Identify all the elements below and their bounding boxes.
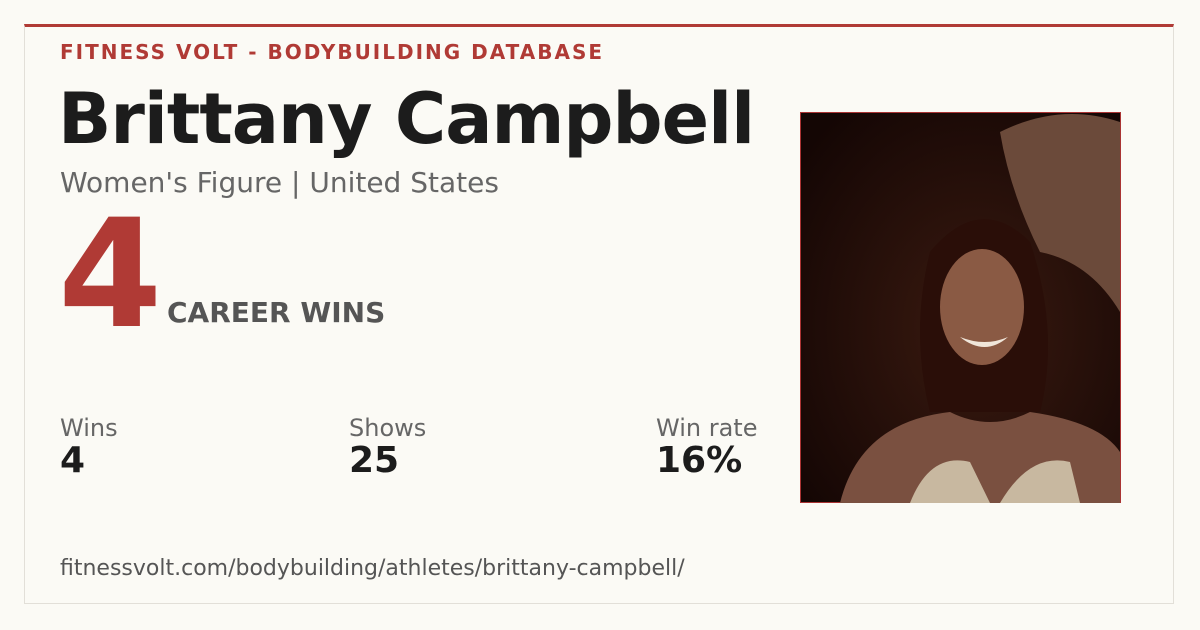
athlete-photo [800, 112, 1121, 503]
stat-label: Wins [60, 414, 118, 442]
photo-shape [910, 460, 1080, 503]
athlete-subtitle: Women's Figure | United States [60, 166, 499, 199]
athlete-name: Brittany Campbell [58, 78, 755, 160]
url: fitnessvolt.com/bodybuilding/athletes/br… [60, 556, 685, 581]
highlight-label: CAREER WINS [167, 296, 386, 329]
stat-label: Win rate [656, 414, 758, 442]
stat-value: 25 [349, 440, 400, 481]
photo-shape [940, 249, 1024, 365]
photo-shape [960, 337, 1008, 347]
stat-value: 16% [656, 440, 743, 481]
stat-label: Shows [349, 414, 427, 442]
brand: FITNESS VOLT - BODYBUILDING DATABASE [60, 40, 605, 64]
highlight-value: 4 [58, 188, 163, 362]
card [24, 24, 1174, 604]
photo-shape [1000, 114, 1120, 312]
stat-value: 4 [60, 440, 86, 481]
